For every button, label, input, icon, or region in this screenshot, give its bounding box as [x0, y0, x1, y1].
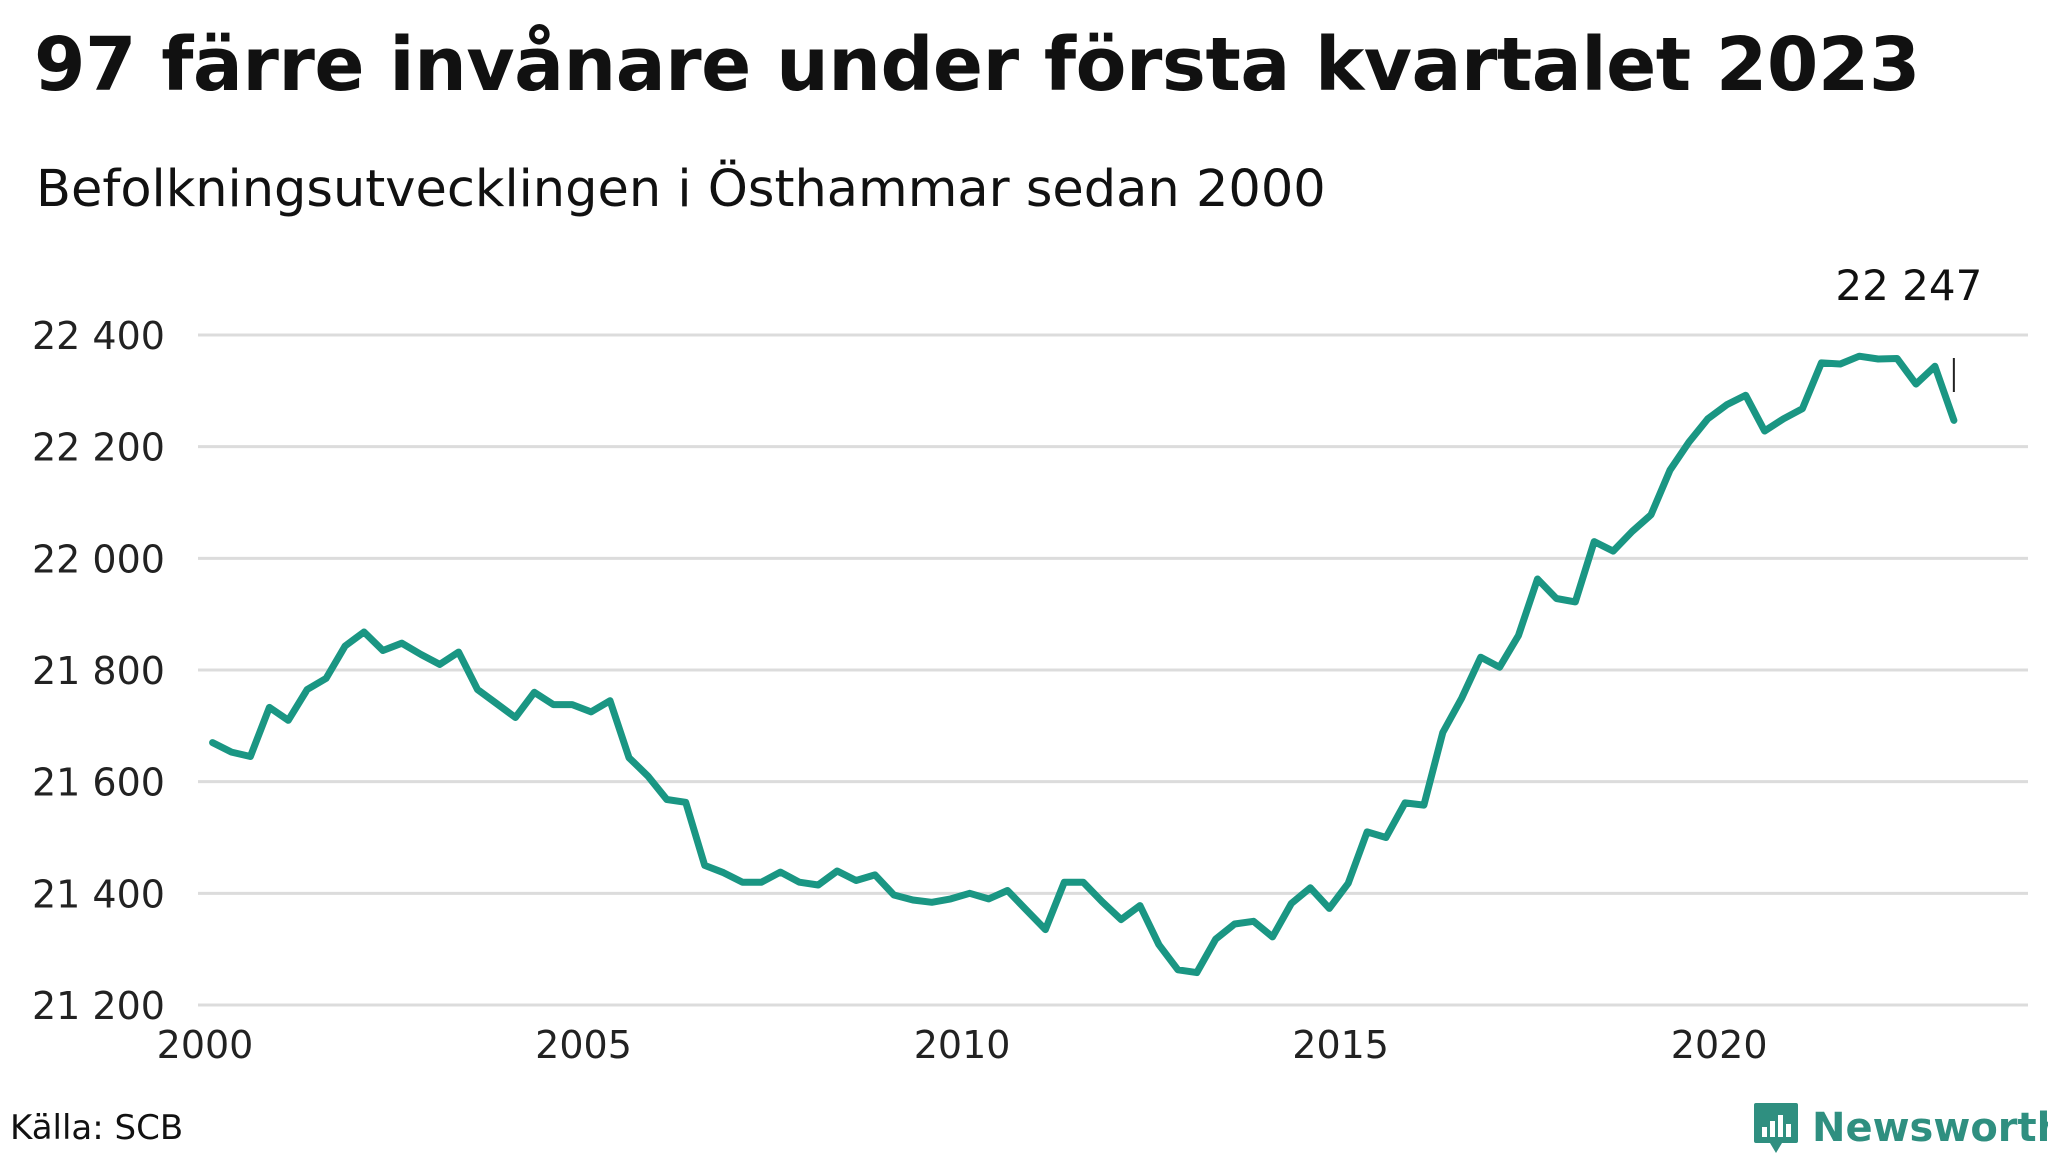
chart-title: 97 färre invånare under första kvartalet…	[34, 22, 1920, 108]
bar-chart-speech-bubble-icon	[1754, 1103, 1798, 1153]
y-tick-label: 22 200	[32, 426, 165, 470]
x-axis-tick-labels: 2000 2005 2010 2015 2020	[157, 1023, 1768, 1067]
brand-name: Newsworthy	[1812, 1105, 2048, 1151]
y-tick-label: 22 400	[32, 314, 165, 358]
source-note: Källa: SCB	[10, 1108, 184, 1148]
y-tick-label: 21 400	[32, 872, 165, 916]
y-tick-label: 21 600	[32, 761, 165, 805]
x-tick-label: 2015	[1292, 1023, 1389, 1067]
x-tick-label: 2000	[157, 1023, 254, 1067]
grid-lines	[198, 333, 2028, 1007]
x-tick-label: 2005	[535, 1023, 632, 1067]
brand-logo: Newsworthy	[1752, 1096, 2048, 1160]
y-tick-label: 21 800	[32, 649, 165, 693]
x-tick-label: 2020	[1671, 1023, 1768, 1067]
y-tick-label: 21 200	[32, 984, 165, 1028]
population-line	[209, 352, 1958, 977]
y-tick-label: 22 000	[32, 537, 165, 581]
y-axis-tick-labels: 21 200 21 400 21 600 21 800 22 000 22 200 22 4…	[32, 314, 165, 1028]
chart-subtitle: Befolkningsutvecklingen i Östhammar seda…	[36, 160, 1326, 219]
last-value-label: 22 247	[1835, 261, 1982, 310]
x-tick-label: 2010	[914, 1023, 1011, 1067]
